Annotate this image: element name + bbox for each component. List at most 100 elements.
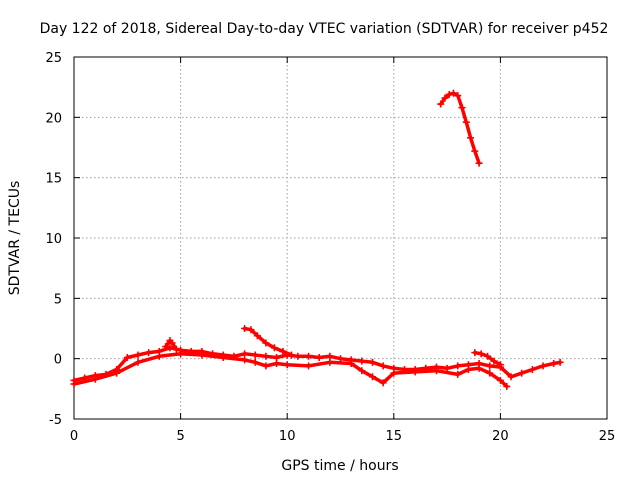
data-point bbox=[437, 100, 445, 108]
data-point bbox=[270, 344, 278, 352]
data-point bbox=[166, 344, 174, 352]
y-tick-label: 0 bbox=[54, 353, 62, 368]
data-point bbox=[305, 352, 313, 360]
data-point bbox=[273, 353, 281, 361]
data-point bbox=[168, 339, 176, 347]
data-point bbox=[443, 364, 451, 372]
series-late-cluster bbox=[471, 349, 504, 369]
data-point bbox=[486, 369, 494, 377]
data-point bbox=[145, 349, 153, 357]
grid bbox=[74, 57, 607, 419]
data-point bbox=[454, 92, 462, 100]
data-point bbox=[441, 94, 449, 102]
data-point bbox=[172, 345, 180, 353]
x-tick-label: 5 bbox=[176, 429, 184, 444]
data-point bbox=[462, 118, 470, 126]
axis-ticks bbox=[73, 56, 608, 420]
data-point bbox=[539, 362, 547, 370]
data-point bbox=[507, 373, 515, 381]
data-point bbox=[518, 369, 526, 377]
y-tick-label: -5 bbox=[49, 413, 62, 428]
y-tick-label: 20 bbox=[45, 111, 62, 126]
y-tick-label: 5 bbox=[54, 292, 62, 307]
data-point bbox=[496, 361, 504, 369]
data-point bbox=[449, 89, 457, 97]
data-point bbox=[70, 380, 78, 388]
data-point bbox=[251, 351, 259, 359]
data-point bbox=[241, 350, 249, 358]
data-point bbox=[471, 147, 479, 155]
data-point bbox=[411, 368, 419, 376]
data-point bbox=[390, 369, 398, 377]
data-point bbox=[241, 325, 249, 332]
series-line bbox=[72, 352, 509, 389]
series-spike-near-5h bbox=[162, 337, 180, 353]
data-point bbox=[496, 376, 504, 384]
data-point bbox=[358, 367, 366, 375]
data-point bbox=[486, 362, 494, 370]
y-tick-labels: -5 0 5 10 15 20 25 bbox=[45, 51, 62, 428]
data-point bbox=[219, 353, 227, 361]
data-point bbox=[467, 134, 475, 142]
x-tick-label: 25 bbox=[599, 429, 616, 444]
y-tick-label: 10 bbox=[45, 232, 62, 247]
x-tick-labels: 0 5 10 15 20 25 bbox=[70, 429, 615, 444]
data-point bbox=[247, 326, 255, 334]
data-point bbox=[155, 352, 163, 360]
y-tick-label: 15 bbox=[45, 172, 62, 187]
data-point bbox=[368, 373, 376, 381]
y-tick-label: 25 bbox=[45, 51, 62, 66]
data-point bbox=[283, 361, 291, 369]
series-secondary-track bbox=[70, 350, 511, 390]
data-point bbox=[262, 339, 270, 347]
y-axis-label: SDTVAR / TECUs bbox=[7, 181, 23, 296]
series-layer bbox=[70, 89, 564, 390]
x-axis-label: GPS time / hours bbox=[281, 458, 398, 474]
data-point bbox=[262, 352, 270, 360]
data-point bbox=[279, 347, 287, 355]
x-tick-label: 20 bbox=[492, 429, 509, 444]
series-line bbox=[163, 338, 179, 351]
series-late-evening-arc bbox=[241, 325, 295, 359]
data-point bbox=[379, 379, 387, 387]
data-point bbox=[475, 159, 483, 167]
data-point bbox=[337, 355, 344, 363]
data-point bbox=[556, 358, 564, 366]
data-point bbox=[454, 370, 462, 378]
data-point bbox=[445, 90, 453, 98]
data-point bbox=[471, 349, 479, 357]
data-point bbox=[253, 332, 261, 340]
data-point bbox=[484, 352, 492, 360]
data-point bbox=[241, 356, 249, 364]
data-point bbox=[528, 366, 536, 374]
data-point bbox=[490, 357, 498, 365]
data-point bbox=[326, 352, 334, 360]
data-point bbox=[368, 358, 376, 366]
series-high-arc bbox=[437, 89, 483, 167]
x-tick-label: 10 bbox=[279, 429, 296, 444]
data-point bbox=[477, 350, 485, 358]
data-point bbox=[454, 362, 462, 370]
data-point bbox=[123, 353, 131, 361]
chart-title: Day 122 of 2018, Sidereal Day-to-day VTE… bbox=[40, 21, 609, 37]
data-point bbox=[358, 357, 366, 365]
data-point bbox=[464, 366, 472, 374]
data-point bbox=[315, 353, 323, 361]
series-line bbox=[438, 91, 481, 165]
data-point bbox=[326, 358, 334, 366]
x-tick-label: 15 bbox=[386, 429, 403, 444]
data-point bbox=[432, 367, 440, 375]
data-point bbox=[294, 352, 302, 360]
data-point bbox=[475, 364, 483, 372]
data-point bbox=[347, 359, 355, 367]
data-point bbox=[458, 104, 466, 112]
data-point bbox=[273, 359, 281, 367]
data-point bbox=[251, 358, 259, 366]
data-point bbox=[262, 362, 270, 370]
data-point bbox=[550, 359, 558, 367]
data-point bbox=[134, 358, 142, 366]
x-tick-label: 0 bbox=[70, 429, 78, 444]
data-point bbox=[379, 362, 387, 370]
data-point bbox=[503, 382, 511, 390]
